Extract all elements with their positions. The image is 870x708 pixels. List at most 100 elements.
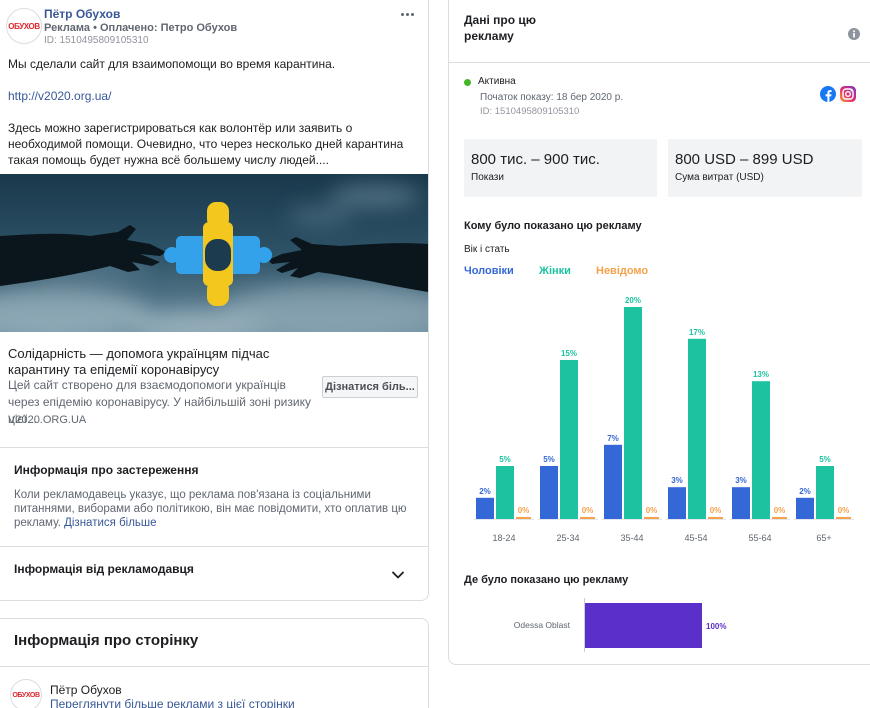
page-info-avatar[interactable]: ОБУХОВ	[10, 679, 42, 708]
region-label: Odessa Oblast	[514, 620, 571, 630]
ad-id: ID: 1510495809105310	[44, 35, 149, 46]
x-tick-label: 25-34	[556, 533, 579, 543]
chevron-down-icon	[392, 571, 404, 579]
disclaimer-heading: Информація про застереження	[14, 463, 199, 477]
bar-women-35-44[interactable]	[624, 307, 642, 519]
divider	[0, 666, 428, 667]
page-name-link[interactable]: Пётр Обухов	[44, 7, 121, 21]
more-options-icon[interactable]	[401, 10, 415, 18]
advertiser-info-accordion[interactable]: Інформація від рекламодавця	[0, 547, 428, 600]
legend-unknown[interactable]: Невідомо	[596, 265, 649, 277]
bar-value-label: 7%	[607, 434, 619, 443]
details-ad-id: ID: 1510495809105310	[480, 106, 580, 117]
legend-men[interactable]: Чоловіки	[464, 265, 514, 277]
bar-unknown-55-64[interactable]	[772, 517, 787, 519]
bar-value-label: 0%	[518, 506, 530, 515]
disclaimer-body: Коли рекламодавець указує, що реклама по…	[14, 489, 407, 529]
spend-box: 800 USD – 899 USD Сума витрат (USD)	[668, 139, 862, 197]
bar-value-label: 3%	[735, 476, 747, 485]
details-heading: Дані про цю рекламу	[464, 13, 537, 43]
divider	[449, 62, 870, 63]
bar-unknown-18-24[interactable]	[516, 517, 531, 519]
puzzle-cross-logo	[164, 202, 272, 306]
region-value-label: 100%	[706, 622, 726, 631]
bar-value-label: 0%	[710, 506, 722, 515]
bar-men-55-64[interactable]	[732, 487, 750, 519]
link-card-title[interactable]: Солідарність — допомога українцям підчас…	[8, 346, 270, 377]
bar-value-label: 17%	[689, 328, 705, 337]
instagram-icon	[840, 86, 856, 102]
status-text: Активна	[478, 76, 516, 87]
x-tick-label: 35-44	[620, 533, 643, 543]
left-hand-silhouette	[0, 225, 166, 286]
ad-details-card: Дані про цю рекламу Активна Початок пока…	[448, 0, 870, 665]
bar-value-label: 0%	[774, 506, 786, 515]
age-gender-chart: 2% 5% 0% 18-24 5% 15% 0% 25-34 7% 20% 0% 35-44 3% 17%…	[474, 296, 854, 543]
disclaimer-learn-more-link[interactable]: Дізнатися більше	[64, 517, 157, 529]
spend-value: 800 USD – 899 USD	[675, 151, 814, 168]
bar-value-label: 2%	[799, 487, 811, 496]
bar-value-label: 20%	[625, 296, 641, 305]
bar-men-35-44[interactable]	[604, 444, 622, 519]
audience-heading: Кому було показано цю рекламу	[464, 220, 642, 232]
bar-value-label: 0%	[646, 506, 658, 515]
page-avatar[interactable]: ОБУХОВ	[6, 8, 42, 44]
learn-more-button[interactable]: Дізнатися біль...	[322, 376, 418, 398]
spend-label: Сума витрат (USD)	[675, 172, 764, 183]
page-info-card: Інформація про сторінку ОБУХОВ Пётр Обух…	[0, 618, 429, 708]
ad-body-url[interactable]: http://v2020.org.ua/	[8, 89, 112, 103]
advertiser-info-heading: Інформація від рекламодавця	[14, 562, 194, 576]
region-chart: Odessa Oblast 100%	[514, 598, 726, 652]
bar-men-45-54[interactable]	[668, 487, 686, 519]
bar-value-label: 15%	[561, 349, 577, 358]
status-dot	[464, 79, 471, 86]
bar-women-65+[interactable]	[816, 466, 834, 519]
bar-unknown-25-34[interactable]	[580, 517, 595, 519]
info-icon[interactable]	[848, 28, 860, 40]
divider	[0, 546, 428, 547]
bar-unknown-65+[interactable]	[836, 517, 851, 519]
facebook-icon	[820, 86, 836, 102]
bar-value-label: 0%	[582, 506, 594, 515]
see-more-ads-link[interactable]: Переглянути більше реклами з цієї сторін…	[50, 697, 295, 708]
bar-men-18-24[interactable]	[476, 497, 494, 519]
bar-value-label: 5%	[543, 455, 555, 464]
ad-meta: Реклама • Оплачено: Петро Обухов	[44, 22, 238, 34]
disclaimer-text: Коли рекламодавець указує, що реклама по…	[14, 488, 410, 530]
impressions-value: 800 тис. – 900 тис.	[471, 151, 600, 168]
bar-women-18-24[interactable]	[496, 466, 514, 519]
x-tick-label: 55-64	[748, 533, 771, 543]
impressions-box: 800 тис. – 900 тис. Покази	[464, 139, 657, 197]
bar-value-label: 3%	[671, 476, 683, 485]
right-hand-silhouette	[268, 237, 428, 292]
start-date: Початок показу: 18 бер 2020 р.	[480, 92, 624, 103]
bar-women-45-54[interactable]	[688, 338, 706, 519]
impressions-label: Покази	[471, 172, 504, 183]
page-info-heading: Інформація про сторінку	[14, 632, 199, 649]
bar-value-label: 0%	[838, 506, 850, 515]
bar-value-label: 2%	[479, 487, 491, 496]
legend-women[interactable]: Жінки	[539, 265, 571, 277]
link-card-description: Цей сайт створено для взаємодопомоги укр…	[8, 378, 311, 426]
link-card-domain: V2020.ORG.UA	[8, 414, 87, 426]
bar-women-25-34[interactable]	[560, 360, 578, 519]
ad-image-graphic	[0, 174, 428, 332]
bar-value-label: 5%	[819, 455, 831, 464]
age-gender-subheading: Вік і стать	[464, 244, 510, 255]
location-heading: Де було показано цю рекламу	[464, 574, 629, 586]
divider	[0, 447, 428, 448]
x-tick-label: 18-24	[492, 533, 515, 543]
page-info-name[interactable]: Пётр Обухов	[50, 683, 122, 697]
avatar-logo-text: ОБУХОВ	[12, 691, 40, 699]
x-tick-label: 45-54	[684, 533, 707, 543]
ad-image[interactable]	[0, 174, 428, 332]
bar-region[interactable]	[585, 603, 702, 648]
bar-value-label: 5%	[499, 455, 511, 464]
avatar-logo-text: ОБУХОВ	[8, 21, 40, 31]
bar-unknown-45-54[interactable]	[708, 517, 723, 519]
ad-card: ОБУХОВ Пётр Обухов Реклама • Оплачено: П…	[0, 0, 429, 601]
bar-men-65+[interactable]	[796, 497, 814, 519]
bar-women-55-64[interactable]	[752, 381, 770, 519]
bar-men-25-34[interactable]	[540, 466, 558, 519]
bar-unknown-35-44[interactable]	[644, 517, 659, 519]
